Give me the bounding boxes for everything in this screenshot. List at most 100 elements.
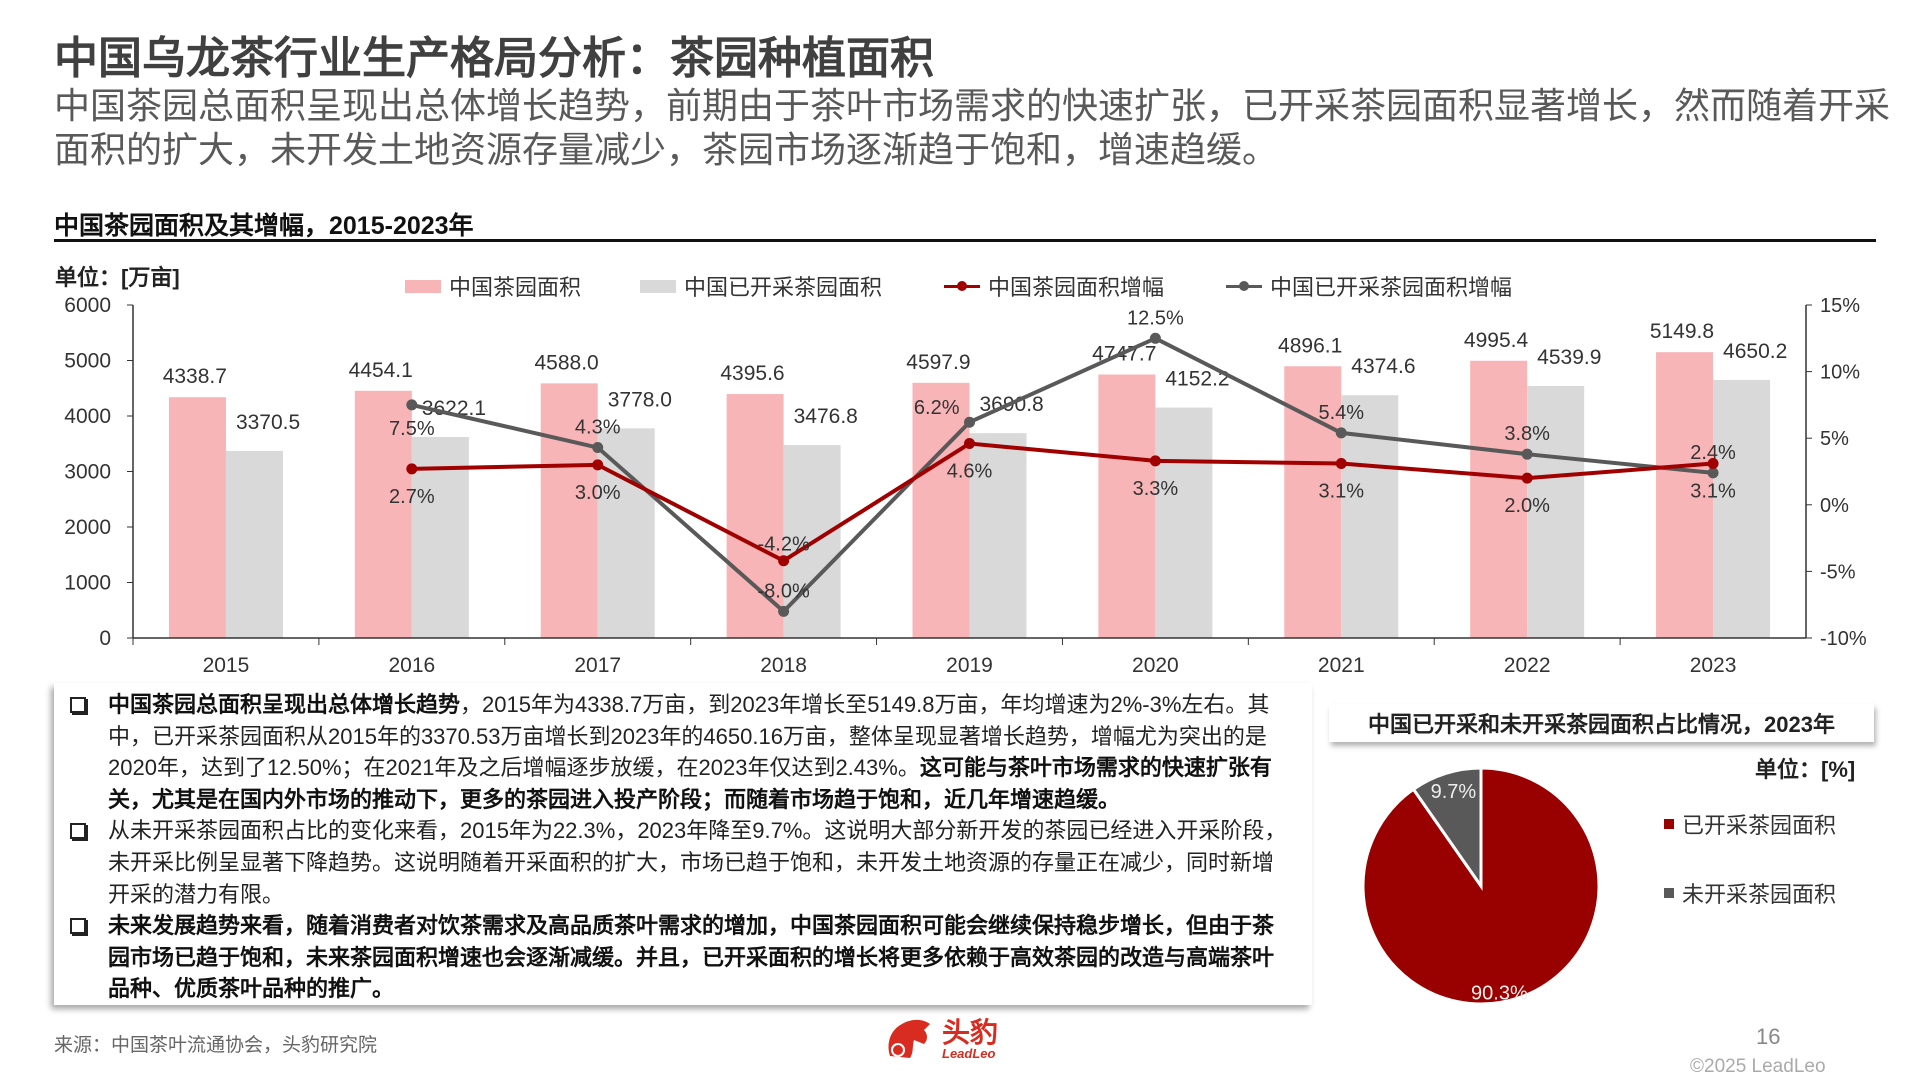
leopard-logo-icon	[888, 1019, 930, 1058]
legend-item-harvested-area: 中国已开采茶园面积	[640, 270, 882, 302]
bar-harvested-area	[1155, 407, 1213, 638]
legend-swatch	[1664, 888, 1674, 898]
analysis-text-box: 中国茶园总面积呈现出总体增长趋势，2015年为4338.7万亩，到2023年增长…	[54, 683, 1312, 1005]
bar-total-area	[1098, 374, 1156, 638]
line-point-gray	[592, 442, 604, 454]
legend-item-harvested-growth: 中国已开采茶园面积增幅	[1226, 270, 1512, 302]
bar-value-label: 4454.1	[349, 359, 413, 382]
bar-line-chart: 0 1000 2000 3000 4000 5000 6000 -10% -5% 0% 5% 10% 1…	[64, 294, 1867, 677]
pie-unit-label: 单位：[%]	[1755, 757, 1856, 782]
bar-value-label: 4597.9	[906, 351, 970, 374]
line-value-label: 4.3%	[575, 417, 621, 439]
legend-label: 中国已开采茶园面积	[684, 275, 883, 300]
line-point-gray	[1707, 467, 1719, 479]
line-point-red	[1521, 472, 1533, 484]
legend-label: 未开采茶园面积	[1682, 882, 1837, 907]
line-point-gray	[778, 605, 790, 617]
legend-label: 中国已开采茶园面积增幅	[1270, 275, 1513, 300]
line-value-label: 3.8%	[1504, 423, 1550, 445]
line-point-gray	[1149, 332, 1161, 344]
line-value-label: -4.2%	[757, 534, 809, 556]
bar-total-area	[1284, 366, 1342, 638]
paragraph-text: 中国茶园总面积呈现出总体增长趋势	[108, 692, 461, 717]
pie-slice-label: 90.3%	[1471, 983, 1528, 1005]
chart-title: 中国茶园面积及其增幅，2015-2023年	[54, 212, 474, 240]
right-tick-label: -10%	[1820, 628, 1867, 650]
line-value-label: 7.5%	[389, 418, 435, 440]
line-gray-growth	[411, 336, 1714, 615]
legend-swatch	[640, 279, 676, 293]
bar-value-label: 3476.8	[794, 405, 858, 428]
paragraph-text: 这可能与茶叶市场需求的快速扩张有关，尤其是在国内外市场的推动下，更多的茶园进入投…	[108, 755, 1272, 812]
line-value-label: 2.7%	[389, 486, 435, 508]
source-note: 来源：中国茶叶流通协会，头豹研究院	[54, 1035, 378, 1056]
legend-swatch	[1664, 819, 1674, 829]
line-value-label: 12.5%	[1127, 307, 1184, 329]
section-divider	[54, 239, 1876, 242]
right-tick-label: -5%	[1820, 561, 1856, 583]
bar-value-label: 5149.8	[1650, 320, 1714, 343]
bar-total-area	[912, 382, 970, 638]
bar-harvested-area	[1341, 395, 1399, 638]
bar-harvested-area	[1527, 386, 1585, 638]
line-value-label: 3.0%	[575, 482, 621, 504]
right-tick-label: 10%	[1820, 362, 1860, 384]
bar-value-label: 4588.0	[534, 351, 598, 374]
page-subtitle: 中国茶园总面积呈现出总体增长趋势，前期由于茶叶市场需求的快速扩张，已开采茶园面积…	[54, 85, 1891, 170]
line-value-label: 3.3%	[1133, 478, 1179, 500]
left-tick-label: 5000	[64, 350, 111, 373]
legend-item-total-growth: 中国茶园面积增幅	[944, 270, 1164, 302]
line-red-growth	[411, 441, 1714, 564]
bar-total-area	[540, 383, 598, 638]
legend-swatch	[1226, 279, 1262, 293]
leadleo-logo: 头豹 LeadLeo	[884, 1016, 998, 1062]
x-tick-label: 2020	[1132, 654, 1179, 677]
line-point-gray	[964, 416, 975, 428]
pie-chart: 90.3% 9.7%	[1361, 766, 1601, 1006]
line-point-red	[778, 555, 790, 567]
legend-swatch	[405, 279, 441, 293]
bar-value-label: 4539.9	[1537, 346, 1601, 369]
checkbox-bullet-icon	[70, 697, 86, 713]
paragraph-text: ，2015年为4338.7万亩，到2023年增长至5149.8万亩，年均增速为2…	[108, 692, 1270, 781]
bar-total-area	[354, 390, 412, 638]
x-tick-label: 2019	[946, 654, 993, 677]
bar-value-label: 3778.0	[608, 388, 672, 411]
bar-total-area	[726, 394, 784, 638]
bar-value-label: 3622.1	[422, 397, 486, 420]
bar-total-area	[1656, 352, 1714, 638]
x-tick-label: 2018	[760, 654, 807, 677]
paragraph-text: 未来发展趋势来看，随着消费者对饮茶需求及高品质茶叶需求的增加，中国茶园面积可能会…	[108, 913, 1275, 1002]
analysis-paragraph: 中国茶园总面积呈现出总体增长趋势，2015年为4338.7万亩，到2023年增长…	[54, 689, 1312, 815]
left-tick-label: 3000	[64, 461, 111, 484]
page-number: 16	[1756, 1024, 1781, 1049]
page-title: 中国乌龙茶行业生产格局分析：茶园种植面积	[54, 34, 934, 83]
left-tick-label: 4000	[64, 405, 111, 428]
bar-value-label: 4896.1	[1278, 334, 1342, 357]
line-point-gray	[406, 399, 418, 411]
legend-label: 中国茶园面积	[449, 275, 582, 300]
x-tick-label: 2015	[203, 654, 250, 677]
line-value-label: 3.1%	[1690, 481, 1736, 503]
analysis-paragraph: 未来发展趋势来看，随着消费者对饮茶需求及高品质茶叶需求的增加，中国茶园面积可能会…	[54, 910, 1312, 1005]
checkbox-bullet-icon	[70, 918, 86, 935]
pie-slice	[1411, 766, 1483, 891]
left-tick-label: 2000	[64, 516, 111, 539]
line-value-label: 4.6%	[947, 461, 993, 483]
bar-value-label: 3370.5	[236, 411, 300, 434]
legend-swatch	[944, 279, 980, 293]
line-value-label: 5.4%	[1318, 402, 1364, 424]
x-tick-label: 2021	[1318, 654, 1365, 677]
line-point-red	[406, 463, 418, 475]
x-tick-label: 2022	[1504, 654, 1551, 677]
chart-unit-label: 单位：[万亩]	[55, 265, 180, 290]
bar-total-area	[168, 397, 226, 638]
x-tick-label: 2017	[574, 654, 621, 677]
legend-item-total-area: 中国茶园面积	[405, 270, 581, 302]
pie-chart-title: 中国已开采和未开采茶园面积占比情况，2023年	[1329, 704, 1874, 742]
pie-legend-item-unharvested: 未开采茶园面积	[1664, 877, 1836, 909]
line-value-label: 2.0%	[1504, 495, 1550, 517]
bar-value-label: 4650.2	[1723, 340, 1787, 363]
line-value-label: 2.4%	[1690, 442, 1736, 464]
right-tick-label: 5%	[1820, 428, 1849, 450]
